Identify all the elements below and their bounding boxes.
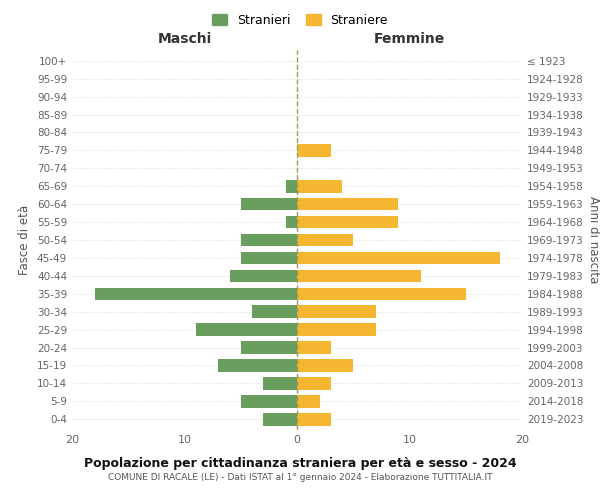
Bar [297, 252, 499, 264]
Bar [297, 342, 331, 354]
Bar [297, 144, 331, 156]
Bar [297, 180, 342, 192]
Bar [241, 252, 297, 264]
Bar [241, 395, 297, 407]
Bar [241, 342, 297, 354]
Legend: Stranieri, Straniere: Stranieri, Straniere [207, 8, 393, 32]
Bar [263, 413, 297, 426]
Bar [196, 324, 297, 336]
Y-axis label: Anni di nascita: Anni di nascita [587, 196, 600, 284]
Text: Popolazione per cittadinanza straniera per età e sesso - 2024: Popolazione per cittadinanza straniera p… [83, 458, 517, 470]
Bar [297, 306, 376, 318]
Bar [263, 377, 297, 390]
Bar [297, 234, 353, 246]
Bar [95, 288, 297, 300]
Bar [241, 234, 297, 246]
Bar [286, 180, 297, 192]
Bar [241, 198, 297, 210]
Bar [297, 198, 398, 210]
Bar [297, 377, 331, 390]
Bar [297, 359, 353, 372]
Bar [297, 395, 320, 407]
Text: COMUNE DI RACALE (LE) - Dati ISTAT al 1° gennaio 2024 - Elaborazione TUTTITALIA.: COMUNE DI RACALE (LE) - Dati ISTAT al 1°… [108, 472, 492, 482]
Bar [229, 270, 297, 282]
Bar [297, 216, 398, 228]
Bar [252, 306, 297, 318]
Bar [297, 288, 466, 300]
Text: Femmine: Femmine [374, 32, 445, 46]
Text: Maschi: Maschi [157, 32, 212, 46]
Bar [218, 359, 297, 372]
Bar [297, 324, 376, 336]
Bar [286, 216, 297, 228]
Y-axis label: Fasce di età: Fasce di età [19, 205, 31, 275]
Bar [297, 270, 421, 282]
Bar [297, 413, 331, 426]
